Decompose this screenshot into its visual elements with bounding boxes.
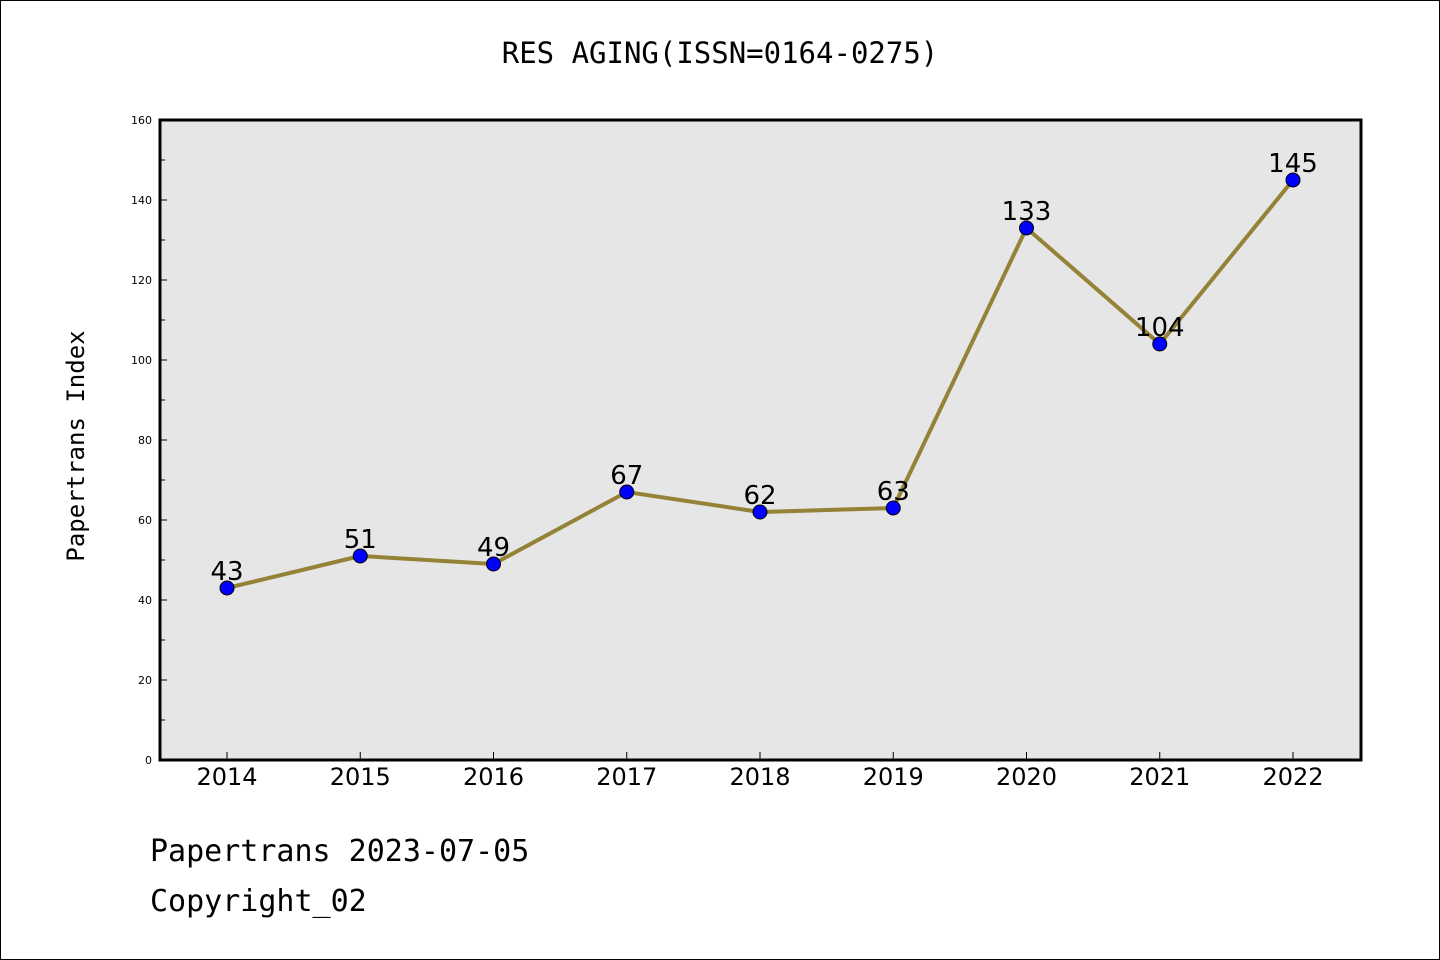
y-tick-label: 0 — [145, 754, 152, 767]
x-tick-label: 2017 — [596, 763, 657, 791]
x-tick-label: 2021 — [1129, 763, 1190, 791]
x-tick-label: 2015 — [330, 763, 391, 791]
data-point — [619, 484, 635, 500]
x-tick-label: 2022 — [1262, 763, 1323, 791]
data-point — [1019, 220, 1034, 236]
plot-area — [158, 118, 1363, 762]
data-label: 133 — [1002, 197, 1052, 227]
data-label: 43 — [210, 557, 243, 587]
y-tick-label: 160 — [131, 114, 152, 127]
data-label: 145 — [1268, 149, 1318, 179]
x-tick-label: 2020 — [996, 763, 1057, 791]
x-tick-label: 2014 — [196, 763, 257, 791]
series-group — [219, 172, 1301, 596]
data-label: 62 — [743, 481, 776, 511]
data-labels: 43 51 49 67 62 63 133 104 145 — [210, 149, 1317, 587]
data-point — [219, 580, 235, 596]
y-tick-label: 100 — [131, 354, 152, 367]
footer-date: Papertrans 2023-07-05 — [150, 834, 530, 869]
y-tick-label: 60 — [138, 514, 152, 527]
data-label: 51 — [344, 525, 377, 555]
data-point — [752, 504, 768, 520]
y-tick-label: 20 — [138, 674, 152, 687]
data-label: 63 — [877, 477, 910, 507]
x-tick-label: 2016 — [463, 763, 524, 791]
x-tick-label: 2018 — [729, 763, 790, 791]
y-tick-label: 140 — [131, 194, 152, 207]
y-tick-label: 120 — [131, 274, 152, 287]
chart-title: RES AGING(ISSN=0164-0275) — [501, 36, 939, 70]
data-point — [352, 548, 368, 564]
data-point — [885, 500, 901, 516]
data-point — [1152, 336, 1168, 352]
y-axis-label: Papertrans Index — [62, 330, 90, 561]
x-axis: 2014 2015 2016 2017 2018 2019 2020 2021 2022 — [196, 752, 1324, 791]
y-axis: 0 20 40 60 80 100 120 140 160 — [131, 114, 167, 767]
data-label: 49 — [477, 533, 510, 563]
y-tick-label: 80 — [138, 434, 152, 447]
data-label: 104 — [1135, 313, 1185, 343]
data-label: 67 — [610, 461, 643, 491]
data-point — [1285, 172, 1301, 188]
y-tick-label: 40 — [138, 594, 152, 607]
x-tick-label: 2019 — [863, 763, 924, 791]
data-point — [486, 556, 501, 572]
footer-copyright: Copyright_02 — [150, 884, 367, 919]
